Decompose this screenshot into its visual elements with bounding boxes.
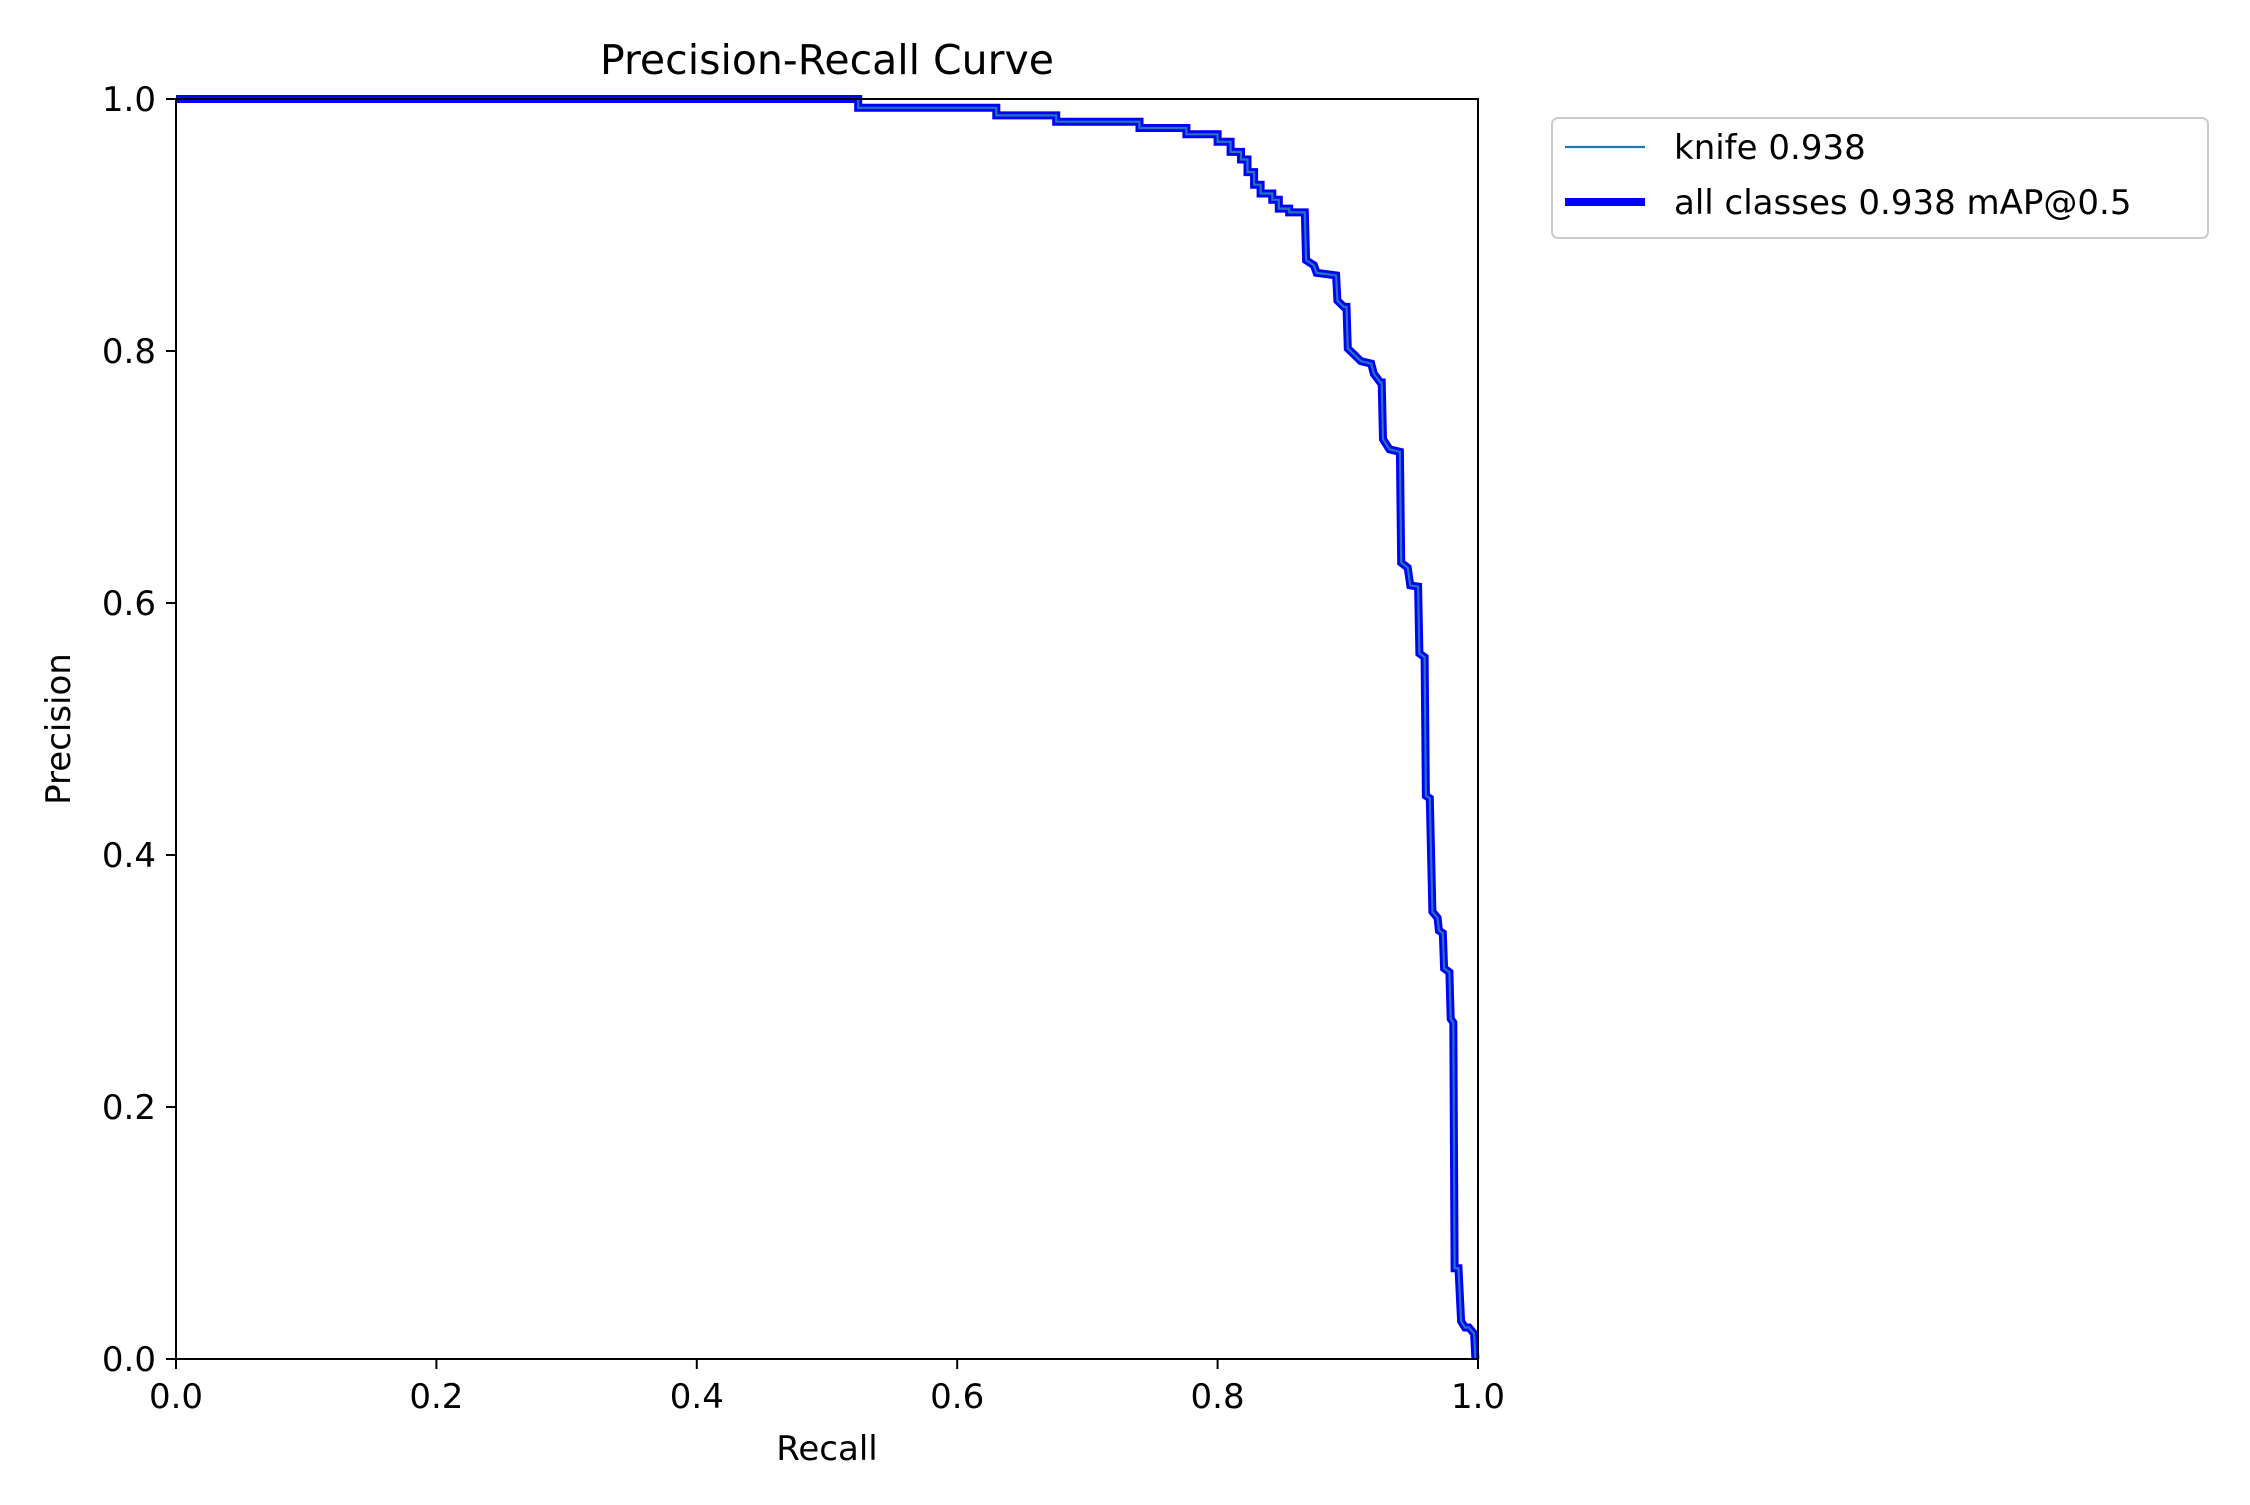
x-tick-label: 1.0 xyxy=(1451,1377,1505,1417)
x-tick-label: 0.8 xyxy=(1191,1377,1245,1417)
x-tick-label: 0.4 xyxy=(670,1377,724,1417)
x-tick-label: 0.2 xyxy=(409,1377,463,1417)
series-line-knife xyxy=(176,97,1477,1360)
y-tick-label: 0.6 xyxy=(102,584,156,624)
legend: knife 0.938 all classes 0.938 mAP@0.5 xyxy=(1551,117,2209,239)
y-tick-label: 0.4 xyxy=(102,836,156,876)
y-tick-label: 0.0 xyxy=(102,1340,156,1380)
y-axis: 0.0 0.2 0.4 0.6 0.8 1.0 xyxy=(102,80,176,1380)
x-tick-label: 0.6 xyxy=(930,1377,984,1417)
x-tick-label: 0.0 xyxy=(149,1377,203,1417)
y-tick-label: 1.0 xyxy=(102,80,156,120)
y-axis-title: Precision xyxy=(39,653,79,805)
y-tick-label: 0.8 xyxy=(102,332,156,372)
series-layer xyxy=(176,95,1480,1360)
x-axis-title: Recall xyxy=(776,1429,877,1469)
y-tick-label: 0.2 xyxy=(102,1088,156,1128)
x-axis: 0.0 0.2 0.4 0.6 0.8 1.0 xyxy=(149,1359,1505,1417)
legend-frame xyxy=(1551,117,2209,239)
legend-label-all-classes: all classes 0.938 mAP@0.5 xyxy=(1674,183,2131,223)
plot-area-frame xyxy=(175,98,1479,1360)
legend-label-knife: knife 0.938 xyxy=(1674,128,1866,168)
chart-title: Precision-Recall Curve xyxy=(600,36,1054,84)
